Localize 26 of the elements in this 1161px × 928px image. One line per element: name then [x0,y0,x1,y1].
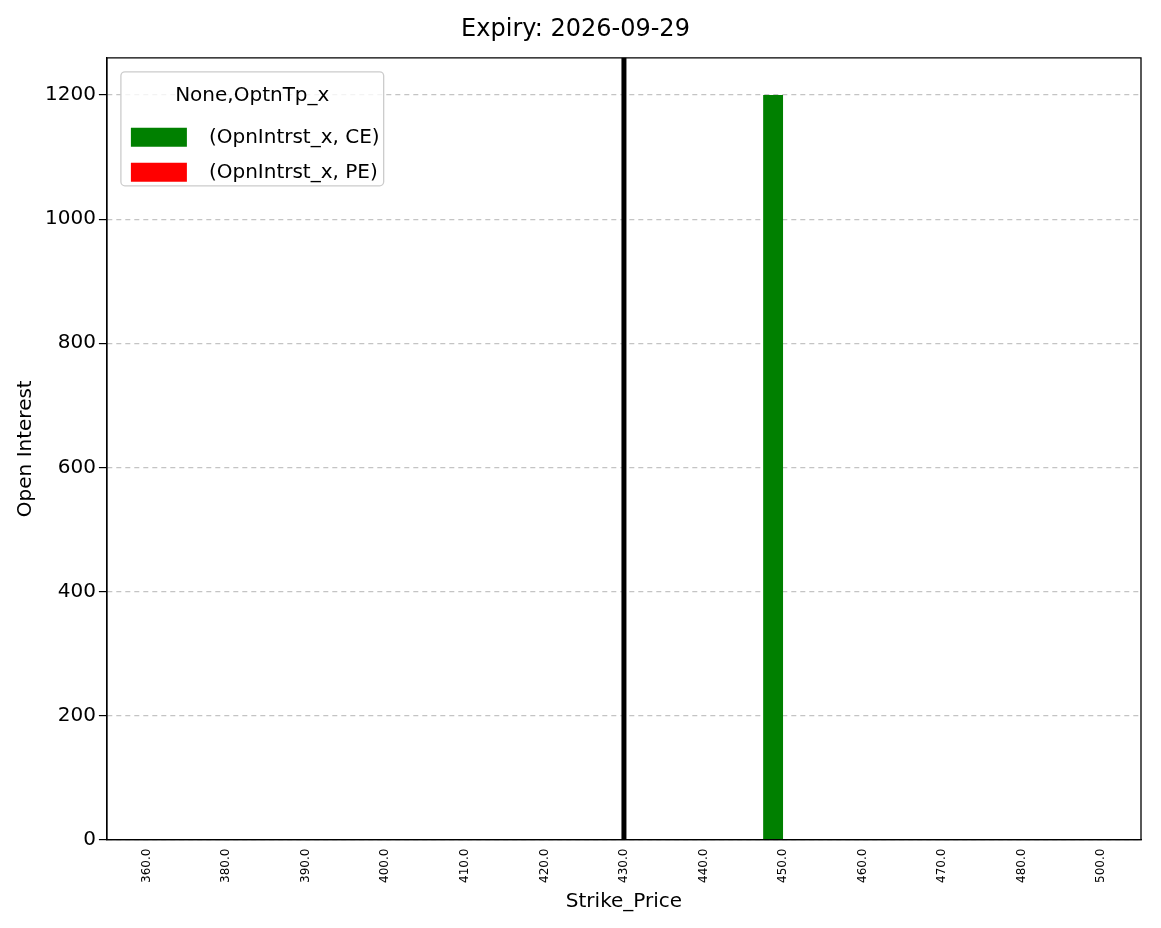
legend-title: None,OptnTp_x [175,82,330,106]
y-tick-label: 400 [57,577,96,602]
x-tick-label: 470.0 [934,848,949,884]
x-tick-label: 410.0 [456,848,471,884]
y-tick-label: 1000 [44,205,96,230]
chart-title: Expiry: 2026-09-29 [461,13,690,42]
y-tick-label: 1200 [44,81,96,106]
y-tick-label: 800 [57,329,96,354]
y-axis-title: Open Interest [12,380,37,518]
x-tick-label: 440.0 [695,848,710,884]
x-tick-label: 380.0 [218,848,233,884]
x-tick-label: 420.0 [536,848,551,884]
x-tick-label: 460.0 [854,848,869,884]
y-tick-label: 0 [83,825,96,850]
x-tick-label: 430.0 [616,848,631,884]
x-tick-label: 360.0 [138,848,153,884]
x-axis-title: Strike_Price [565,888,683,913]
legend-label: (OpnIntrst_x, CE) [208,124,380,148]
x-tick-label: 450.0 [775,848,790,884]
x-tick-label: 500.0 [1093,848,1108,884]
legend-label: (OpnIntrst_x, PE) [208,159,378,183]
x-tick-label: 390.0 [297,848,312,884]
x-tick-label: 400.0 [377,848,392,884]
y-tick-label: 600 [57,453,96,478]
x-tick-label: 480.0 [1013,848,1028,884]
y-tick-label: 200 [57,701,96,726]
